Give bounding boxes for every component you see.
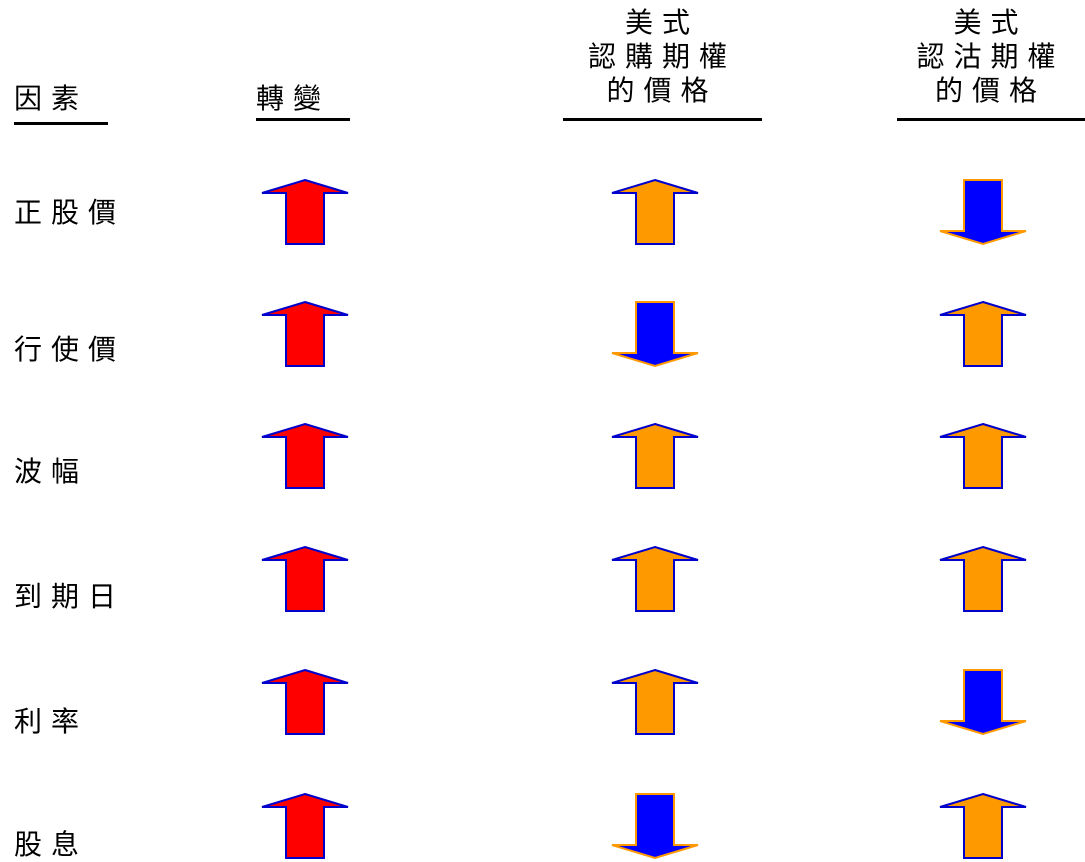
put-down-arrow-icon bbox=[939, 669, 1027, 736]
put-up-arrow-icon bbox=[939, 545, 1027, 612]
header-factor: 因素 bbox=[14, 82, 88, 116]
factor-label: 股息 bbox=[14, 828, 89, 861]
arrow-shape bbox=[611, 793, 699, 860]
header-put: 美式 認沽期權 的價格 bbox=[896, 6, 1085, 108]
call-down-arrow-icon bbox=[611, 301, 699, 368]
call-up-arrow-icon bbox=[611, 422, 699, 489]
arrow-shape bbox=[939, 792, 1027, 859]
change-up-arrow-icon bbox=[261, 300, 349, 367]
arrow-shape bbox=[261, 668, 349, 735]
arrow-shape bbox=[611, 301, 699, 368]
factor-label: 波幅 bbox=[14, 455, 89, 488]
factor-label: 到期日 bbox=[14, 580, 126, 613]
header-call-line-2: 認購期權 bbox=[587, 40, 736, 73]
arrow-shape bbox=[939, 545, 1027, 612]
arrow-shape bbox=[261, 178, 349, 245]
header-call: 美式 認購期權 的價格 bbox=[562, 6, 762, 108]
arrow-shape bbox=[939, 179, 1027, 246]
arrow-shape bbox=[261, 422, 349, 489]
header-call-line-3: 的價格 bbox=[606, 74, 718, 107]
arrow-shape bbox=[261, 545, 349, 612]
put-up-arrow-icon bbox=[939, 792, 1027, 859]
change-up-arrow-icon bbox=[261, 668, 349, 735]
header-put-underline bbox=[897, 118, 1085, 121]
call-up-arrow-icon bbox=[611, 178, 699, 245]
arrow-shape bbox=[611, 668, 699, 735]
change-up-arrow-icon bbox=[261, 178, 349, 245]
header-change: 轉變 bbox=[256, 82, 330, 116]
header-change-underline bbox=[256, 118, 350, 121]
factor-label: 行使價 bbox=[14, 333, 126, 366]
call-down-arrow-icon bbox=[611, 793, 699, 860]
arrow-shape bbox=[939, 300, 1027, 367]
change-up-arrow-icon bbox=[261, 545, 349, 612]
factor-label: 利率 bbox=[14, 705, 89, 738]
header-factor-underline bbox=[14, 122, 108, 125]
arrow-shape bbox=[939, 669, 1027, 736]
header-put-line-1: 美式 bbox=[953, 6, 1028, 39]
header-call-underline bbox=[563, 118, 762, 121]
change-up-arrow-icon bbox=[261, 792, 349, 859]
factor-label: 正股價 bbox=[14, 196, 126, 229]
header-put-line-2: 認沽期權 bbox=[916, 40, 1065, 73]
header-change-label: 轉變 bbox=[256, 82, 331, 115]
put-up-arrow-icon bbox=[939, 300, 1027, 367]
arrow-shape bbox=[261, 792, 349, 859]
call-up-arrow-icon bbox=[611, 668, 699, 735]
arrow-shape bbox=[939, 422, 1027, 489]
call-up-arrow-icon bbox=[611, 545, 699, 612]
put-up-arrow-icon bbox=[939, 422, 1027, 489]
header-put-line-3: 的價格 bbox=[934, 74, 1046, 107]
arrow-shape bbox=[611, 545, 699, 612]
header-factor-label: 因素 bbox=[14, 82, 89, 115]
arrow-shape bbox=[611, 178, 699, 245]
arrow-shape bbox=[261, 300, 349, 367]
put-down-arrow-icon bbox=[939, 179, 1027, 246]
header-call-line-1: 美式 bbox=[624, 6, 699, 39]
change-up-arrow-icon bbox=[261, 422, 349, 489]
arrow-shape bbox=[611, 422, 699, 489]
